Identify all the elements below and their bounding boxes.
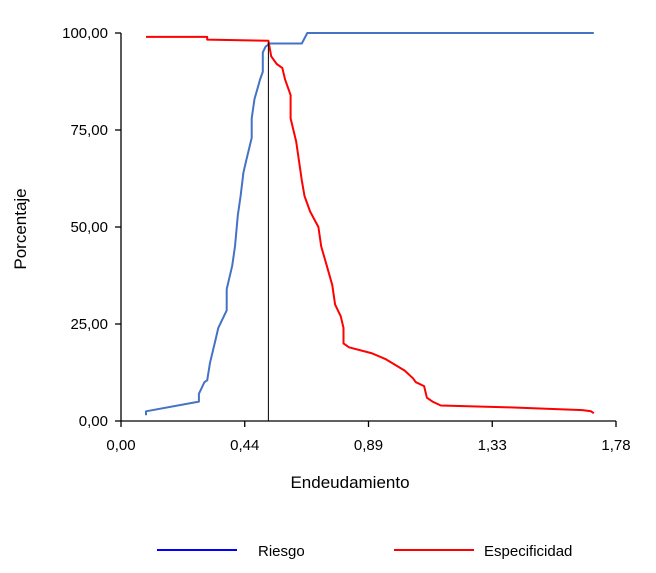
series-line-riesgo — [145, 32, 594, 416]
y-axis-title: Porcentaje — [11, 188, 30, 269]
y-tick-label: 0,00 — [79, 413, 108, 430]
x-tick-label: 0,89 — [354, 437, 383, 454]
series-line-especificidad — [146, 35, 595, 415]
x-tick-label: 1,78 — [601, 437, 630, 454]
x-tick-label: 0,44 — [230, 437, 259, 454]
y-tick-label: 50,00 — [70, 219, 108, 236]
legend-label-riesgo: Riesgo — [258, 543, 305, 560]
x-axis-ticks: 0,00 0,44 0,89 1,33 1,78 — [106, 421, 631, 454]
y-axis-ticks: 0,00 25,00 50,00 75,00 100,00 — [62, 25, 121, 430]
x-tick-label: 0,00 — [106, 437, 135, 454]
legend: Riesgo Especificidad — [157, 543, 572, 560]
series-layer — [145, 32, 595, 416]
y-tick-label: 75,00 — [70, 122, 108, 139]
plot-area: 0,00 0,44 0,89 1,33 1,78 0,00 25,00 50,00 75,00… — [62, 25, 630, 454]
x-axis-title: Endeudamiento — [290, 473, 409, 492]
y-tick-label: 100,00 — [62, 25, 108, 42]
legend-label-especificidad: Especificidad — [484, 543, 572, 560]
y-tick-label: 25,00 — [70, 316, 108, 333]
x-tick-label: 1,33 — [478, 437, 507, 454]
